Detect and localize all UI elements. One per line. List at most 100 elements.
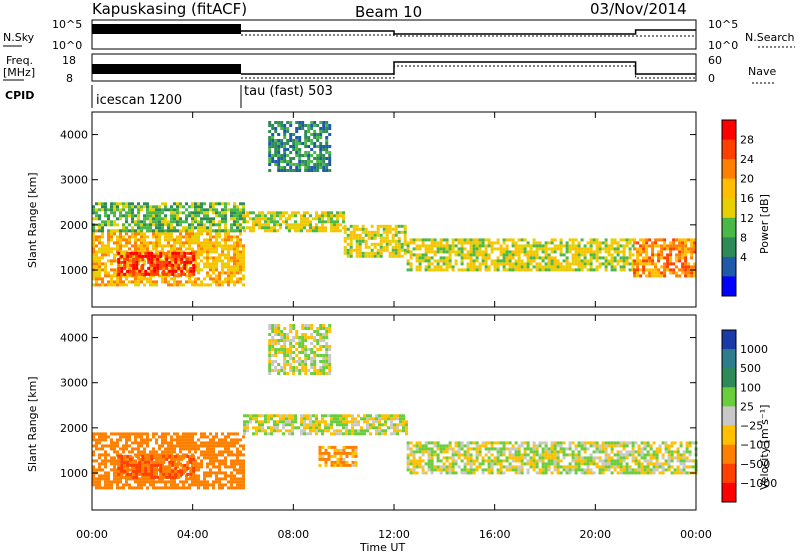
echo-cell bbox=[212, 229, 215, 233]
echo-cell bbox=[298, 124, 302, 127]
echo-cell bbox=[224, 471, 227, 475]
echo-cell bbox=[324, 420, 327, 424]
echo-cell bbox=[164, 214, 167, 218]
echo-cell bbox=[303, 432, 306, 436]
echo-cell bbox=[451, 459, 455, 463]
echo-cell bbox=[574, 250, 578, 254]
echo-cell bbox=[649, 462, 653, 466]
echo-cell bbox=[126, 254, 130, 258]
echo-cell bbox=[604, 256, 608, 260]
echo-cell bbox=[155, 220, 158, 224]
echo-cell bbox=[651, 241, 655, 245]
echo-cell bbox=[327, 423, 330, 427]
echo-cell bbox=[595, 447, 599, 451]
echo-cell bbox=[577, 453, 581, 457]
echo-cell bbox=[469, 462, 473, 466]
echo-cell bbox=[212, 465, 215, 469]
echo-cell bbox=[384, 423, 387, 427]
echo-cell bbox=[613, 241, 617, 245]
echo-cell bbox=[271, 145, 275, 148]
echo-cell bbox=[101, 268, 104, 272]
echo-cell bbox=[345, 445, 349, 449]
echo-cell bbox=[149, 480, 152, 484]
echo-cell bbox=[349, 242, 353, 246]
echo-cell bbox=[292, 372, 296, 375]
echo-cell bbox=[487, 471, 491, 475]
echo-cell bbox=[107, 217, 110, 221]
echo-cell bbox=[328, 151, 332, 154]
echo-cell bbox=[152, 205, 155, 209]
echo-cell bbox=[182, 444, 185, 448]
echo-cell bbox=[508, 253, 512, 257]
echo-cell bbox=[197, 483, 200, 487]
echo-cell bbox=[298, 345, 302, 348]
echo-cell bbox=[277, 121, 281, 124]
echo-cell bbox=[631, 441, 635, 445]
echo-cell bbox=[295, 130, 299, 133]
echo-cell bbox=[147, 460, 151, 464]
echo-cell bbox=[325, 145, 329, 148]
echo-cell bbox=[185, 265, 188, 269]
echo-cell bbox=[119, 480, 122, 484]
echo-cell bbox=[233, 244, 236, 248]
echo-cell bbox=[336, 460, 340, 464]
echo-cell bbox=[218, 483, 221, 487]
echo-cell bbox=[197, 211, 200, 215]
echo-cell bbox=[152, 241, 155, 245]
echo-cell bbox=[268, 148, 272, 151]
echo-cell bbox=[657, 238, 661, 242]
echo-cell bbox=[221, 244, 224, 248]
echo-cell bbox=[409, 262, 413, 266]
echo-cell bbox=[292, 139, 296, 142]
echo-cell bbox=[267, 432, 270, 436]
echo-cell bbox=[430, 471, 434, 475]
echo-cell bbox=[493, 262, 497, 266]
echo-cell bbox=[478, 465, 482, 469]
echo-cell bbox=[418, 268, 422, 272]
echo-cell bbox=[571, 256, 575, 260]
echo-cell bbox=[325, 327, 329, 330]
echo-cell bbox=[672, 247, 676, 251]
echo-cell bbox=[224, 444, 227, 448]
echo-cell bbox=[601, 444, 605, 448]
echo-cell bbox=[224, 220, 227, 224]
echo-cell bbox=[526, 256, 530, 260]
echo-cell bbox=[167, 241, 170, 245]
echo-cell bbox=[92, 259, 95, 263]
echo-cell bbox=[322, 121, 326, 124]
echo-cell bbox=[200, 202, 203, 206]
echo-cell bbox=[140, 235, 143, 239]
echo-cell bbox=[469, 268, 473, 272]
echo-cell bbox=[116, 241, 119, 245]
echo-cell bbox=[478, 250, 482, 254]
echo-cell bbox=[322, 166, 326, 169]
echo-cell bbox=[98, 235, 101, 239]
echo-cell bbox=[131, 459, 134, 463]
echo-cell bbox=[430, 459, 434, 463]
echo-cell bbox=[328, 169, 332, 172]
echo-cell bbox=[322, 327, 326, 330]
echo-cell bbox=[661, 468, 665, 472]
echo-cell bbox=[487, 450, 491, 454]
echo-cell bbox=[379, 251, 383, 255]
echo-cell bbox=[472, 447, 476, 451]
echo-cell bbox=[203, 202, 206, 206]
echo-cell bbox=[532, 456, 536, 460]
echo-cell bbox=[307, 157, 311, 160]
echo-cell bbox=[168, 466, 172, 470]
echo-cell bbox=[478, 453, 482, 457]
echo-cell bbox=[687, 274, 691, 278]
echo-cell bbox=[224, 265, 227, 269]
echo-cell bbox=[221, 283, 224, 287]
echo-cell bbox=[98, 462, 101, 466]
echo-cell bbox=[448, 462, 452, 466]
echo-cell bbox=[550, 259, 554, 263]
echo-cell bbox=[137, 262, 140, 266]
echo-cell bbox=[402, 426, 405, 430]
echo-cell bbox=[406, 244, 410, 248]
echo-cell bbox=[309, 214, 312, 218]
echo-cell bbox=[203, 217, 206, 221]
echo-cell bbox=[177, 469, 181, 473]
echo-cell bbox=[487, 265, 491, 269]
echo-cell bbox=[137, 229, 140, 233]
